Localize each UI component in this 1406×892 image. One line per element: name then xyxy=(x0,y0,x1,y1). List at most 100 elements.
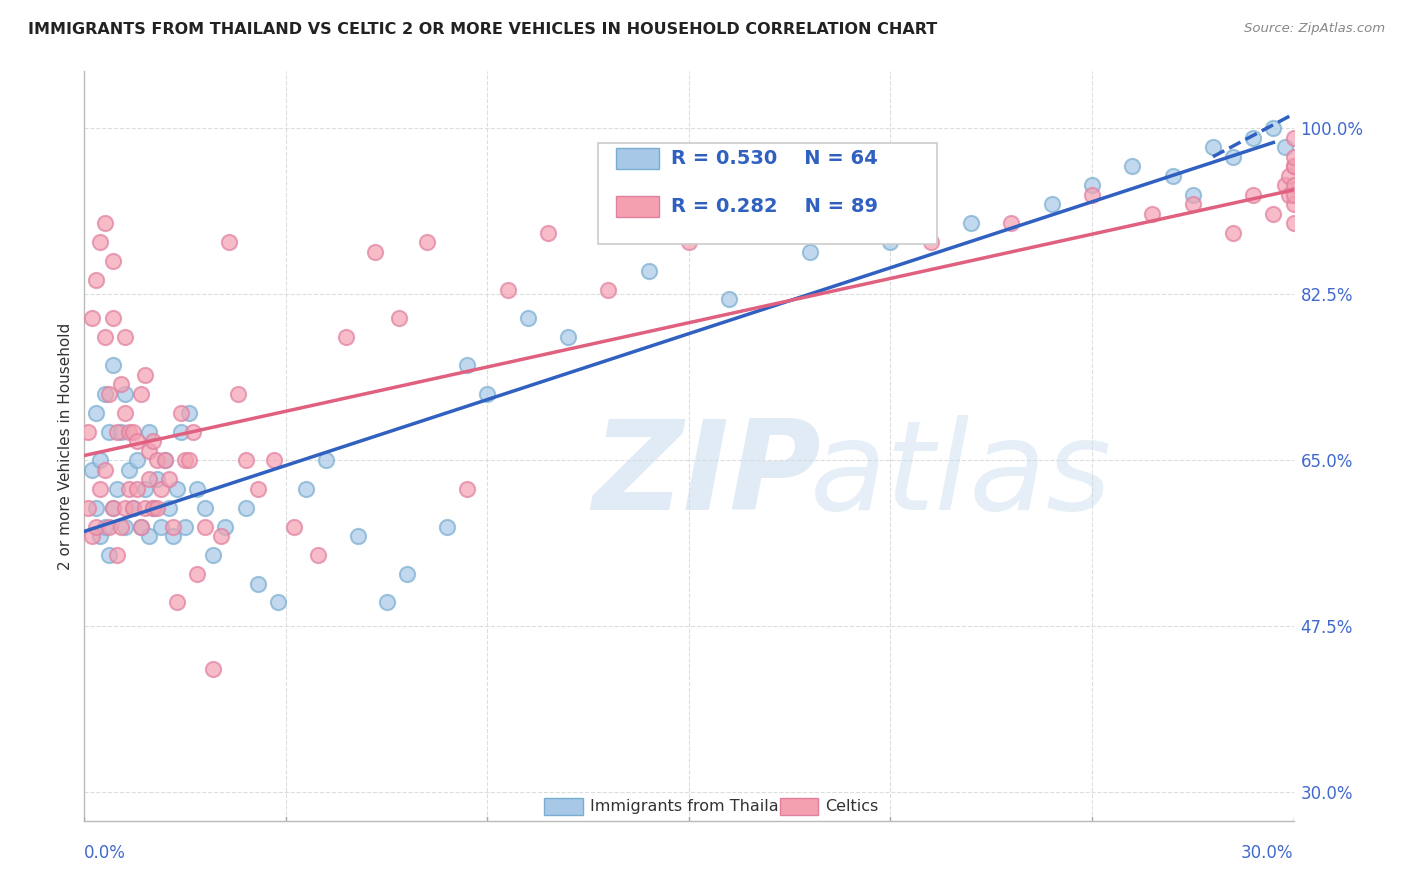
Point xyxy=(181,425,204,439)
Point xyxy=(1282,130,1305,145)
Point xyxy=(226,387,249,401)
Point xyxy=(153,453,176,467)
Point xyxy=(89,235,111,249)
Point xyxy=(1274,178,1296,193)
Point xyxy=(496,283,519,297)
Point xyxy=(118,463,141,477)
Text: ZIP: ZIP xyxy=(592,416,821,536)
Point xyxy=(179,406,201,420)
Point xyxy=(1274,140,1296,154)
Point xyxy=(97,387,120,401)
Text: Source: ZipAtlas.com: Source: ZipAtlas.com xyxy=(1244,22,1385,36)
Point xyxy=(1282,216,1305,230)
Point xyxy=(86,500,108,515)
Point xyxy=(134,482,156,496)
Point xyxy=(138,529,160,543)
Point xyxy=(1121,159,1143,173)
FancyBboxPatch shape xyxy=(780,798,818,814)
Point xyxy=(146,453,169,467)
Point xyxy=(1263,121,1285,136)
Point xyxy=(114,330,136,344)
Point xyxy=(194,519,217,533)
Point xyxy=(315,453,337,467)
Point xyxy=(1282,178,1305,193)
Point xyxy=(93,330,115,344)
Point xyxy=(93,519,115,533)
Point xyxy=(235,453,257,467)
Point xyxy=(170,425,193,439)
Text: atlas: atlas xyxy=(810,416,1112,536)
Point xyxy=(718,292,741,306)
Point xyxy=(138,443,160,458)
Point xyxy=(93,216,115,230)
Point xyxy=(1222,150,1244,164)
Point xyxy=(149,519,172,533)
Text: IMMIGRANTS FROM THAILAND VS CELTIC 2 OR MORE VEHICLES IN HOUSEHOLD CORRELATION C: IMMIGRANTS FROM THAILAND VS CELTIC 2 OR … xyxy=(28,22,938,37)
Point xyxy=(121,425,143,439)
Point xyxy=(1040,197,1063,211)
Point xyxy=(267,595,290,609)
Point xyxy=(114,387,136,401)
Point xyxy=(166,595,188,609)
Point xyxy=(125,453,148,467)
Text: Celtics: Celtics xyxy=(825,799,879,814)
Point xyxy=(557,330,579,344)
Point xyxy=(395,567,418,582)
Point xyxy=(1282,197,1305,211)
Point xyxy=(307,548,329,562)
Point xyxy=(97,548,120,562)
Point xyxy=(1222,226,1244,240)
Point xyxy=(388,310,411,325)
Point xyxy=(101,500,124,515)
Point xyxy=(209,529,232,543)
FancyBboxPatch shape xyxy=(616,148,659,169)
Point xyxy=(416,235,439,249)
Point xyxy=(1282,159,1305,173)
Point xyxy=(456,482,478,496)
Point xyxy=(114,500,136,515)
Point xyxy=(1263,206,1285,220)
Point xyxy=(93,387,115,401)
Point xyxy=(86,273,108,287)
Point xyxy=(678,235,700,249)
Point xyxy=(170,406,193,420)
Point xyxy=(174,519,197,533)
Point xyxy=(125,482,148,496)
Text: R = 0.282    N = 89: R = 0.282 N = 89 xyxy=(671,197,877,217)
Point xyxy=(1000,216,1022,230)
FancyBboxPatch shape xyxy=(599,143,936,244)
Point xyxy=(118,425,141,439)
Point xyxy=(146,500,169,515)
Point xyxy=(375,595,398,609)
Point xyxy=(157,500,180,515)
Point xyxy=(179,453,201,467)
Point xyxy=(202,548,225,562)
Point xyxy=(114,519,136,533)
FancyBboxPatch shape xyxy=(616,196,659,218)
Point xyxy=(110,425,132,439)
Point xyxy=(295,482,318,496)
Point xyxy=(114,406,136,420)
Y-axis label: 2 or more Vehicles in Household: 2 or more Vehicles in Household xyxy=(58,322,73,570)
Point xyxy=(218,235,240,249)
Point xyxy=(186,482,208,496)
Point xyxy=(1241,130,1264,145)
Point xyxy=(121,500,143,515)
Point xyxy=(105,548,128,562)
Point xyxy=(879,235,901,249)
FancyBboxPatch shape xyxy=(544,798,582,814)
Point xyxy=(138,425,160,439)
Point xyxy=(1278,187,1301,202)
Point xyxy=(283,519,305,533)
Point xyxy=(82,463,104,477)
Point xyxy=(799,244,821,259)
Point xyxy=(263,453,285,467)
Point xyxy=(235,500,257,515)
Point xyxy=(121,500,143,515)
Point xyxy=(214,519,236,533)
Text: Immigrants from Thailand: Immigrants from Thailand xyxy=(589,799,799,814)
Point xyxy=(146,472,169,486)
Point xyxy=(347,529,370,543)
Point xyxy=(162,519,184,533)
Point xyxy=(101,310,124,325)
